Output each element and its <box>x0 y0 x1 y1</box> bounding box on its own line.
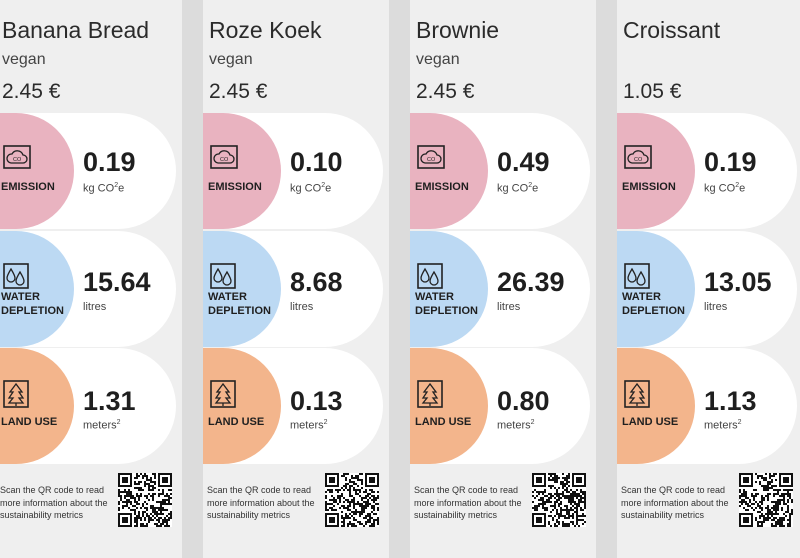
land-label: LAND USE <box>415 416 472 428</box>
co2-cloud-icon: CO <box>210 145 238 169</box>
land-metric: LAND USE 1.13 meters2 <box>617 348 800 464</box>
land-metric: LAND USE 0.13 meters2 <box>203 348 389 464</box>
svg-text:CO: CO <box>634 157 643 163</box>
product-card-2: Roze Koek vegan 2.45 € CO EMISSION 0.10 … <box>203 0 389 558</box>
emission-metric: CO EMISSION 0.19 kg CO2e <box>617 113 800 229</box>
product-card-3: Brownie vegan 2.45 € CO EMISSION 0.49 kg… <box>410 0 596 558</box>
water-unit: litres <box>704 301 728 313</box>
co2-cloud-icon: CO <box>3 145 31 169</box>
product-tag: vegan <box>209 51 253 68</box>
water-label: WATER DEPLETION <box>415 291 478 317</box>
emission-metric: CO EMISSION 0.19 kg CO2e <box>0 113 182 229</box>
emission-value: 0.10 <box>290 147 343 177</box>
water-drops-icon <box>624 263 650 289</box>
emission-value: 0.49 <box>497 147 550 177</box>
water-unit: litres <box>83 301 107 313</box>
emission-unit: kg CO2e <box>704 182 746 195</box>
product-tag: vegan <box>416 51 460 68</box>
water-label: WATER DEPLETION <box>622 291 685 317</box>
land-label: LAND USE <box>208 416 265 428</box>
product-card-1: Banana Bread vegan 2.45 € CO EMISSION 0.… <box>0 0 182 558</box>
land-value: 0.80 <box>497 386 550 416</box>
emission-label: EMISSION <box>622 181 676 193</box>
water-value: 15.64 <box>83 267 151 297</box>
tree-icon <box>624 380 650 408</box>
land-label: LAND USE <box>622 416 679 428</box>
emission-label: EMISSION <box>415 181 469 193</box>
product-price: 2.45 € <box>2 80 61 103</box>
land-unit: meters2 <box>704 419 742 432</box>
water-metric: WATER DEPLETION 8.68 litres <box>203 231 389 347</box>
emission-value: 0.19 <box>704 147 757 177</box>
water-value: 8.68 <box>290 267 343 297</box>
product-name: Banana Bread <box>2 17 150 43</box>
qr-instructions: Scan the QR code to read more informatio… <box>621 485 729 520</box>
land-value: 1.31 <box>83 386 136 416</box>
svg-text:CO: CO <box>13 157 22 163</box>
qr-instructions: Scan the QR code to read more informatio… <box>414 485 522 520</box>
qr-code[interactable] <box>532 473 586 527</box>
product-card-4: Croissant 1.05 € CO EMISSION 0.19 kg CO2… <box>617 0 800 558</box>
water-unit: litres <box>290 301 314 313</box>
land-value: 0.13 <box>290 386 343 416</box>
qr-instructions: Scan the QR code to read more informatio… <box>207 485 315 520</box>
land-label: LAND USE <box>1 416 58 428</box>
tree-icon <box>3 380 29 408</box>
emission-unit: kg CO2e <box>290 182 332 195</box>
water-label: WATER DEPLETION <box>208 291 271 317</box>
water-drops-icon <box>417 263 443 289</box>
water-metric: WATER DEPLETION 15.64 litres <box>0 231 182 347</box>
water-unit: litres <box>497 301 521 313</box>
water-badge: WATER DEPLETION <box>617 231 695 347</box>
svg-text:CO: CO <box>427 157 436 163</box>
emission-unit: kg CO2e <box>497 182 539 195</box>
tree-icon <box>417 380 443 408</box>
water-value: 26.39 <box>497 267 565 297</box>
land-unit: meters2 <box>290 419 328 432</box>
water-metric: WATER DEPLETION 13.05 litres <box>617 231 800 347</box>
water-value: 13.05 <box>704 267 772 297</box>
water-drops-icon <box>210 263 236 289</box>
product-price: 2.45 € <box>416 80 475 103</box>
land-metric: LAND USE 1.31 meters2 <box>0 348 182 464</box>
qr-code[interactable] <box>325 473 379 527</box>
product-price: 2.45 € <box>209 80 268 103</box>
qr-code[interactable] <box>118 473 172 527</box>
qr-instructions: Scan the QR code to read more informatio… <box>0 485 108 520</box>
product-name: Brownie <box>416 17 500 43</box>
co2-cloud-icon: CO <box>417 145 445 169</box>
co2-cloud-icon: CO <box>624 145 652 169</box>
emission-label: EMISSION <box>208 181 262 193</box>
land-unit: meters2 <box>497 419 535 432</box>
product-name: Croissant <box>623 17 721 43</box>
land-metric: LAND USE 0.80 meters2 <box>410 348 596 464</box>
water-drops-icon <box>3 263 29 289</box>
water-label: WATER DEPLETION <box>1 291 64 317</box>
emission-metric: CO EMISSION 0.49 kg CO2e <box>410 113 596 229</box>
water-metric: WATER DEPLETION 26.39 litres <box>410 231 596 347</box>
land-unit: meters2 <box>83 419 121 432</box>
product-name: Roze Koek <box>209 17 322 43</box>
emission-label: EMISSION <box>1 181 55 193</box>
svg-text:CO: CO <box>220 157 229 163</box>
emission-metric: CO EMISSION 0.10 kg CO2e <box>203 113 389 229</box>
emission-value: 0.19 <box>83 147 136 177</box>
qr-code[interactable] <box>739 473 793 527</box>
product-price: 1.05 € <box>623 80 682 103</box>
product-tag: vegan <box>2 51 46 68</box>
emission-unit: kg CO2e <box>83 182 125 195</box>
land-value: 1.13 <box>704 386 757 416</box>
tree-icon <box>210 380 236 408</box>
